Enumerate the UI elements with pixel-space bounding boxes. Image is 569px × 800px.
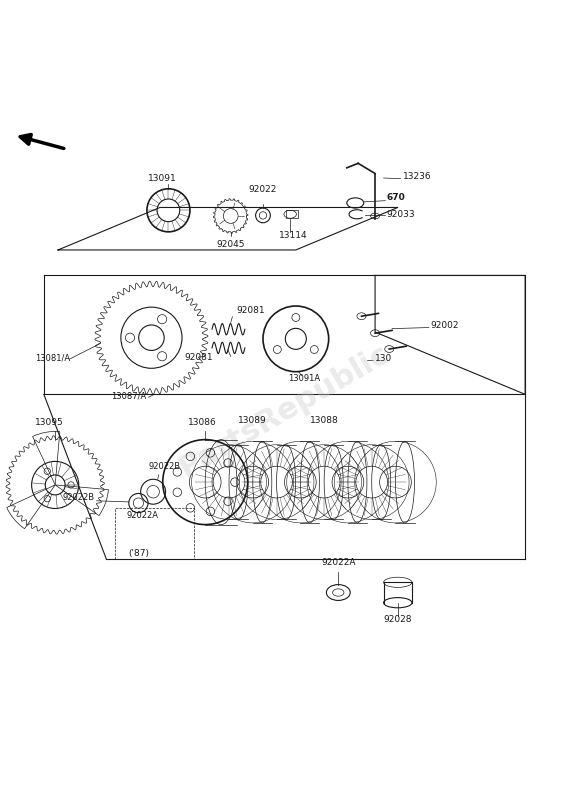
Text: 13095: 13095 [35,418,64,427]
Text: 13114: 13114 [279,231,307,240]
Text: 92045: 92045 [216,240,245,249]
Text: 92022A: 92022A [321,558,356,567]
Text: 92022B: 92022B [63,494,95,502]
Bar [286,210,298,218]
Text: 92022A: 92022A [127,510,159,520]
Text: 92081: 92081 [236,306,265,315]
Text: 670: 670 [386,193,405,202]
Text: 92002: 92002 [431,321,459,330]
Text: 92022: 92022 [249,185,277,194]
Text: 13236: 13236 [403,172,432,181]
Text: ('87): ('87) [128,549,149,558]
Text: 13091A: 13091A [288,374,320,383]
Text: 92022B: 92022B [149,462,180,471]
Text: 92081: 92081 [184,354,213,362]
Text: 92033: 92033 [386,210,415,218]
Text: 13087/A: 13087/A [111,392,146,401]
Text: 13091: 13091 [149,174,177,183]
Text: PartsRepublic: PartsRepublic [174,339,395,483]
Text: 13088: 13088 [310,416,339,425]
Text: 92028: 92028 [384,615,412,624]
Text: 13081/A: 13081/A [35,354,71,362]
Text: 130: 130 [375,354,393,363]
Text: 13086: 13086 [188,418,217,427]
Text: 13089: 13089 [238,416,267,425]
